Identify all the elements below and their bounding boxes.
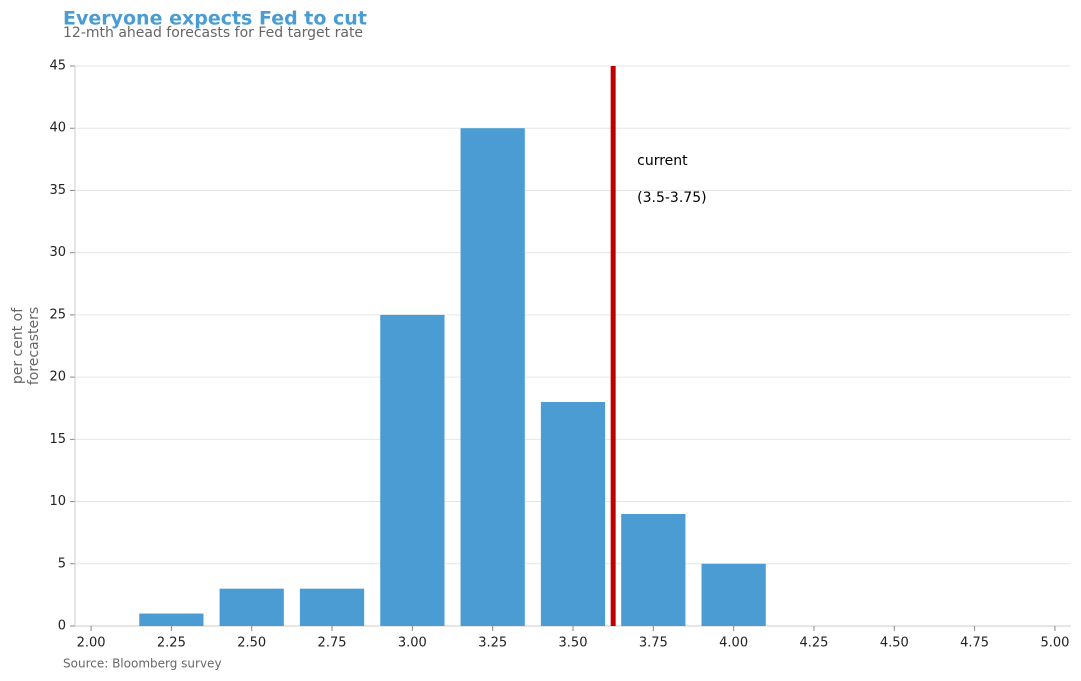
- x-tick-label: 5.00: [1040, 636, 1069, 651]
- y-tick-label: 20: [49, 370, 66, 385]
- y-axis-label-line: forecasters: [26, 307, 42, 385]
- y-tick-label: 45: [49, 59, 66, 74]
- chart-title: Everyone expects Fed to cut: [63, 8, 367, 30]
- y-axis-label: per cent of forecasters: [10, 307, 42, 385]
- y-tick-label: 35: [49, 183, 66, 198]
- x-tick-label: 3.75: [639, 636, 668, 651]
- annotation: current: [637, 153, 688, 169]
- y-tick-label: 25: [49, 307, 66, 322]
- bar: [219, 588, 284, 626]
- bar: [460, 128, 525, 626]
- y-tick-label: 30: [49, 245, 66, 260]
- y-tick-label: 40: [49, 121, 66, 136]
- y-tick-label: 0: [58, 619, 66, 634]
- x-tick-label: 2.00: [77, 636, 106, 651]
- x-tick-label: 3.25: [478, 636, 507, 651]
- x-tick-label: 2.25: [157, 636, 186, 651]
- y-tick-label: 5: [58, 556, 66, 571]
- x-tick-label: 4.50: [880, 636, 909, 651]
- x-tick-label: 2.50: [237, 636, 266, 651]
- bar: [380, 314, 445, 626]
- bar: [139, 613, 204, 626]
- x-tick-label: 4.75: [960, 636, 989, 651]
- bar: [299, 588, 365, 626]
- y-axis-label-line: per cent of: [10, 307, 26, 384]
- x-tick-label: 2.75: [318, 636, 347, 651]
- y-tick-label: 10: [49, 494, 66, 509]
- bar: [701, 563, 766, 626]
- x-tick-label: 3.00: [398, 636, 427, 651]
- bar: [621, 514, 686, 626]
- x-tick-label: 3.50: [559, 636, 588, 651]
- source: Source: Bloomberg survey: [63, 657, 222, 671]
- annotation: (3.5-3.75): [637, 190, 706, 206]
- x-tick-label: 4.25: [799, 636, 828, 651]
- bar: [540, 402, 606, 626]
- y-tick-label: 15: [49, 432, 66, 447]
- x-tick-label: 4.00: [719, 636, 748, 651]
- chart-subtitle: 12-mth ahead forecasts for Fed target ra…: [63, 25, 363, 41]
